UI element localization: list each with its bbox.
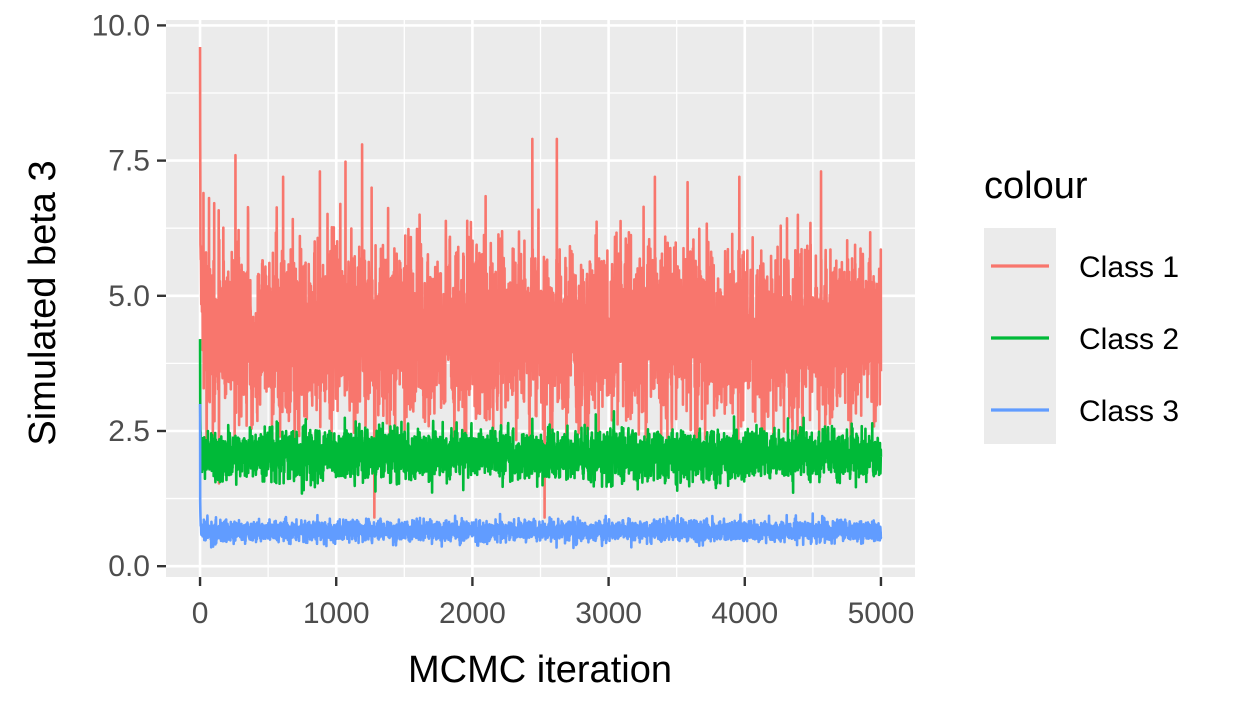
y-tick-label: 0.0 <box>108 550 150 583</box>
legend: colour Class 1 Class 2 Class 3 <box>984 165 1179 444</box>
y-tick-label: 5.0 <box>108 280 150 313</box>
series-line-class-1 <box>198 47 883 519</box>
legend-items: Class 1 Class 2 Class 3 <box>991 251 1179 428</box>
axes: 0 1000 2000 3000 4000 5000 0.0 2.5 5.0 7.5 10.0 <box>92 9 915 630</box>
y-tick-label: 7.5 <box>108 145 150 178</box>
x-tick-label: 5000 <box>848 597 915 630</box>
series-layer <box>198 47 883 550</box>
x-tick-label: 0 <box>192 597 209 630</box>
legend-key-background <box>984 228 1056 444</box>
x-tick-label: 4000 <box>711 597 778 630</box>
y-tick-label: 10.0 <box>92 9 150 42</box>
x-tick-label: 2000 <box>439 597 506 630</box>
x-axis-label: MCMC iteration <box>408 649 672 691</box>
legend-label: Class 3 <box>1079 395 1179 428</box>
series-line-class-2 <box>198 339 883 495</box>
x-tick-label: 1000 <box>303 597 370 630</box>
y-axis-label: Simulated beta 3 <box>22 160 64 445</box>
series-line-class-3 <box>198 403 883 550</box>
y-tick-label: 2.5 <box>108 415 150 448</box>
legend-label: Class 1 <box>1079 251 1179 284</box>
x-tick-label: 3000 <box>575 597 642 630</box>
legend-label: Class 2 <box>1079 323 1179 356</box>
legend-title: colour <box>984 165 1088 207</box>
